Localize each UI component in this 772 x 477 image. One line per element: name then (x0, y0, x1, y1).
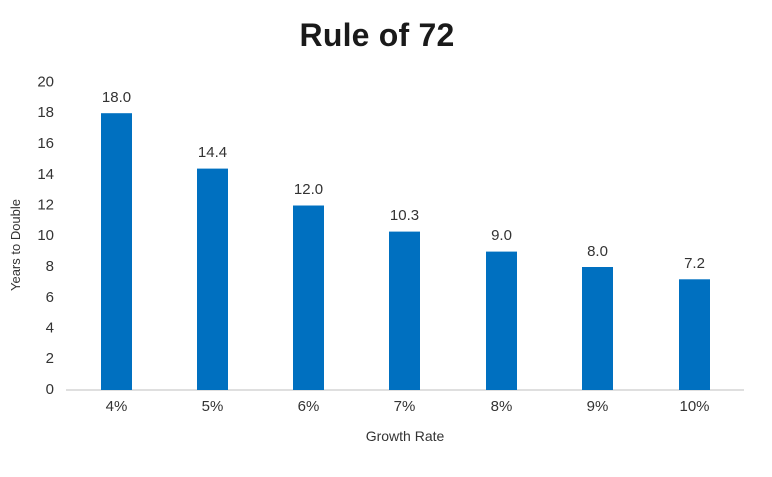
svg-text:5%: 5% (202, 398, 224, 415)
svg-text:12: 12 (37, 196, 54, 213)
svg-text:12.0: 12.0 (294, 181, 323, 198)
svg-text:9.0: 9.0 (491, 227, 512, 244)
svg-text:7.2: 7.2 (684, 255, 705, 272)
svg-text:7%: 7% (394, 398, 416, 415)
svg-text:4%: 4% (106, 398, 128, 415)
svg-text:0: 0 (46, 381, 54, 398)
svg-text:6: 6 (46, 289, 54, 306)
svg-text:10: 10 (37, 227, 54, 244)
svg-text:20: 20 (37, 73, 54, 90)
svg-text:Growth Rate: Growth Rate (366, 428, 445, 444)
svg-text:6%: 6% (298, 398, 320, 415)
svg-text:18: 18 (37, 104, 54, 121)
svg-text:10.3: 10.3 (390, 207, 419, 224)
svg-text:14.4: 14.4 (198, 144, 227, 161)
svg-text:9%: 9% (587, 398, 609, 415)
svg-text:8.0: 8.0 (587, 243, 608, 260)
svg-text:18.0: 18.0 (102, 89, 131, 106)
svg-text:8: 8 (46, 258, 54, 275)
svg-text:4: 4 (46, 319, 54, 336)
svg-text:Years to Double: Years to Double (8, 199, 23, 291)
svg-text:8%: 8% (491, 398, 513, 415)
svg-text:2: 2 (46, 350, 54, 367)
svg-text:14: 14 (37, 166, 54, 183)
svg-text:16: 16 (37, 135, 54, 152)
svg-text:10%: 10% (679, 398, 709, 415)
